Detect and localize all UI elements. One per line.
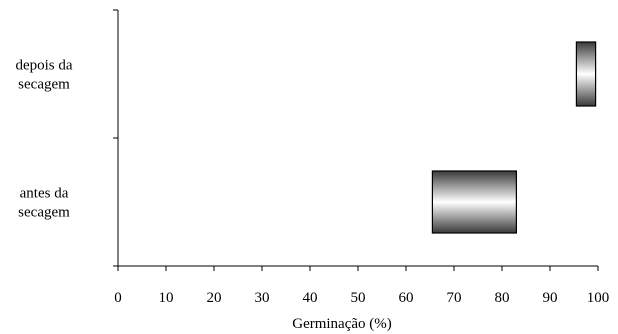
x-tick-label: 20: [207, 290, 222, 306]
x-tick-label: 90: [543, 290, 558, 306]
x-tick-label: 80: [495, 290, 510, 306]
bar: [431, 170, 517, 234]
x-tick-label: 100: [587, 290, 610, 306]
plot-area: [431, 41, 597, 234]
x-tick-label: 60: [399, 290, 414, 306]
y-category-label: depois da: [15, 58, 72, 74]
x-axis-title: Germinação (%): [292, 316, 392, 332]
x-tick-label: 40: [303, 290, 318, 306]
x-tick-label: 30: [255, 290, 270, 306]
x-tick-label: 70: [447, 290, 462, 306]
y-category-label: secagem: [18, 205, 70, 221]
bar: [575, 41, 597, 107]
x-tick-label: 10: [159, 290, 174, 306]
x-tick-label: 50: [351, 290, 366, 306]
x-tick-label: 0: [114, 290, 122, 306]
y-category-label: secagem: [18, 77, 70, 93]
y-category-label: antes da: [20, 186, 69, 202]
